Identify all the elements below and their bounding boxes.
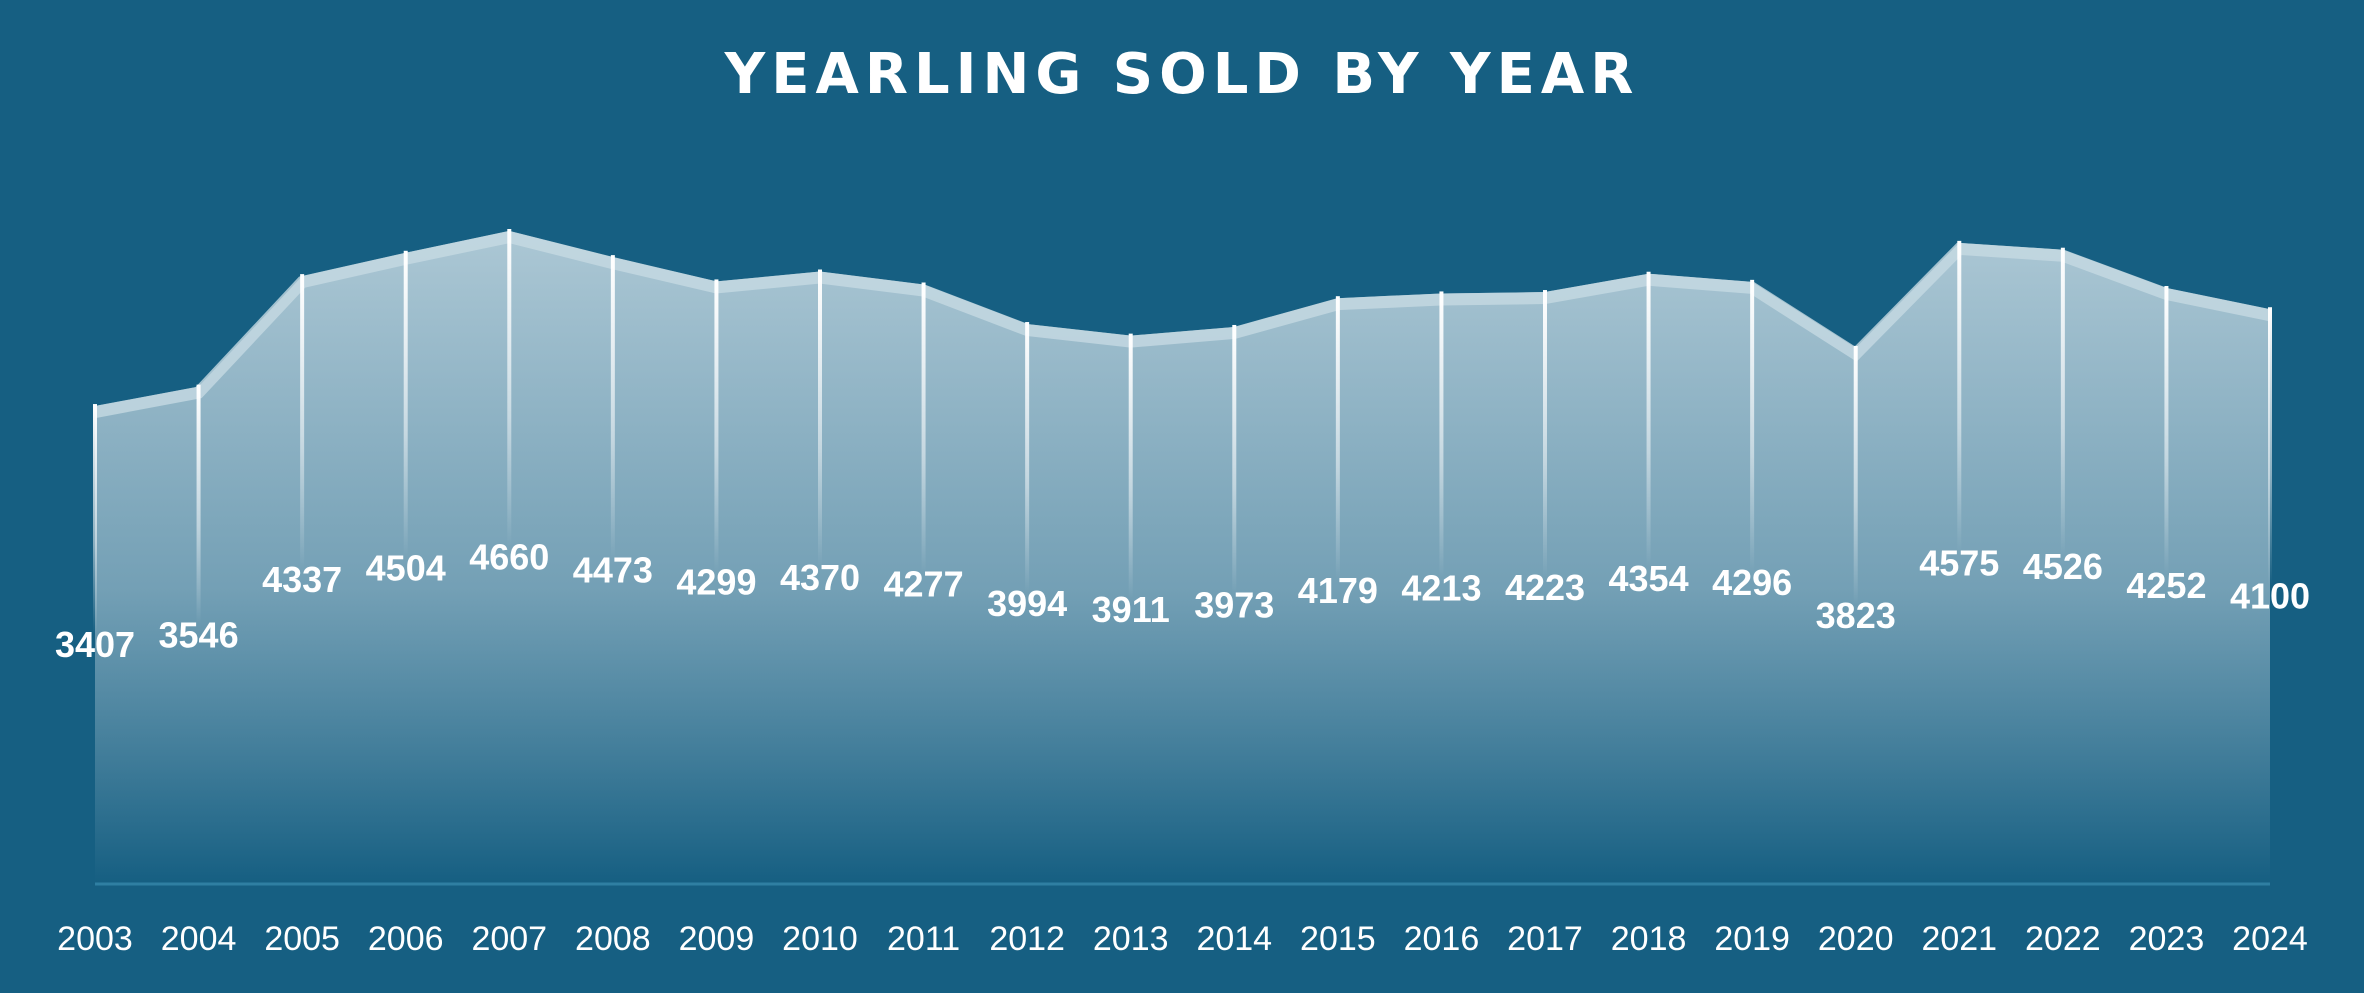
- drop-line: [507, 228, 512, 547]
- data-label: 3546: [159, 614, 239, 655]
- drop-line: [1957, 240, 1962, 553]
- drop-line: [93, 404, 97, 635]
- x-tick-label: 2008: [575, 920, 651, 958]
- x-tick-label: 2007: [471, 920, 547, 958]
- drop-line: [1128, 333, 1133, 599]
- data-label: 4100: [2230, 576, 2310, 617]
- x-tick-label: 2010: [782, 920, 858, 958]
- data-label: 4337: [262, 559, 342, 600]
- x-tick-label: 2024: [2232, 920, 2308, 958]
- drop-line: [714, 279, 719, 572]
- drop-line: [2164, 285, 2169, 575]
- x-tick-label: 2019: [1714, 920, 1790, 958]
- x-tick-label: 2021: [1921, 920, 1997, 958]
- drop-line: [1543, 290, 1547, 578]
- drop-line: [1025, 322, 1030, 594]
- drop-line: [1646, 271, 1651, 568]
- data-label: 4179: [1298, 570, 1378, 611]
- data-label: 3994: [987, 583, 1067, 624]
- data-label: 4213: [1401, 568, 1481, 609]
- data-label: 4277: [884, 563, 964, 604]
- x-tick-label: 2014: [1196, 920, 1272, 958]
- data-label: 4660: [469, 536, 549, 577]
- x-tick-label: 2004: [161, 920, 237, 958]
- area-fill: [95, 230, 2270, 883]
- data-label: 3823: [1816, 595, 1896, 636]
- drop-line: [1335, 296, 1340, 581]
- drop-line: [1439, 291, 1444, 578]
- drop-line: [2268, 307, 2272, 586]
- data-label: 4252: [2126, 565, 2206, 606]
- x-tick-label: 2006: [368, 920, 444, 958]
- x-tick-label: 2015: [1300, 920, 1376, 958]
- drop-line: [1232, 324, 1237, 595]
- drop-line: [1853, 345, 1858, 605]
- x-tick-label: 2022: [2025, 920, 2101, 958]
- data-label: 4354: [1609, 558, 1689, 599]
- data-label: 4296: [1712, 562, 1792, 603]
- drop-line: [610, 255, 615, 560]
- data-label: 3911: [1092, 589, 1170, 630]
- data-label: 4299: [676, 562, 756, 603]
- chart-title: YEARLING SOLD BY YEAR: [724, 42, 1640, 107]
- data-label: 4370: [780, 557, 860, 598]
- x-tick-label: 2020: [1818, 920, 1894, 958]
- x-tick-label: 2009: [679, 920, 755, 958]
- x-tick-label: 2003: [57, 920, 133, 958]
- drop-line: [818, 269, 822, 567]
- data-label: 4575: [1919, 542, 1999, 583]
- x-tick-label: 2005: [264, 920, 340, 958]
- data-label: 4504: [366, 547, 446, 588]
- x-tick-label: 2017: [1507, 920, 1583, 958]
- data-label: 4526: [2023, 546, 2103, 587]
- x-tick-label: 2011: [887, 920, 960, 958]
- drop-line: [403, 250, 408, 558]
- drop-line: [300, 274, 305, 570]
- x-tick-label: 2012: [989, 920, 1065, 958]
- drop-line: [1750, 279, 1755, 572]
- data-label: 4473: [573, 550, 653, 591]
- x-tick-label: 2016: [1404, 920, 1480, 958]
- data-label: 4223: [1505, 567, 1585, 608]
- data-label: 3407: [55, 624, 135, 665]
- x-tick-label: 2023: [2129, 920, 2205, 958]
- x-tick-label: 2018: [1611, 920, 1687, 958]
- drop-line: [921, 282, 926, 574]
- data-label: 3973: [1194, 584, 1274, 625]
- x-tick-label: 2013: [1093, 920, 1169, 958]
- drop-line: [2060, 247, 2065, 556]
- series-line: [93, 230, 2272, 418]
- drop-line: [196, 384, 201, 625]
